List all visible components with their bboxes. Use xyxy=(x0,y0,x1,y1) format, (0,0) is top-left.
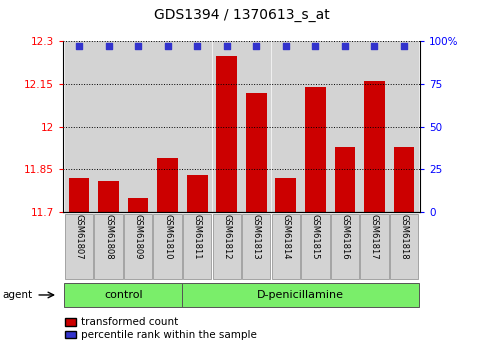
Bar xyxy=(390,41,418,212)
Bar xyxy=(94,41,123,212)
Bar xyxy=(246,93,267,212)
Text: GSM61814: GSM61814 xyxy=(281,214,290,260)
Text: GSM61807: GSM61807 xyxy=(74,214,84,260)
Text: GSM61810: GSM61810 xyxy=(163,214,172,260)
FancyBboxPatch shape xyxy=(124,214,152,279)
Text: GSM61815: GSM61815 xyxy=(311,214,320,260)
FancyBboxPatch shape xyxy=(154,214,182,279)
Bar xyxy=(98,181,119,212)
FancyBboxPatch shape xyxy=(65,214,93,279)
Point xyxy=(253,43,260,48)
Text: D-penicillamine: D-penicillamine xyxy=(257,290,344,300)
Bar xyxy=(394,147,414,212)
Bar xyxy=(65,41,93,212)
Point xyxy=(341,43,349,48)
Point xyxy=(282,43,290,48)
Bar xyxy=(69,178,89,212)
Bar xyxy=(331,41,359,212)
Bar xyxy=(301,41,329,212)
Text: agent: agent xyxy=(2,290,32,300)
FancyBboxPatch shape xyxy=(271,214,300,279)
Text: GSM61808: GSM61808 xyxy=(104,214,113,260)
FancyBboxPatch shape xyxy=(94,214,123,279)
FancyBboxPatch shape xyxy=(390,214,418,279)
FancyBboxPatch shape xyxy=(331,214,359,279)
Text: GSM61811: GSM61811 xyxy=(193,214,202,260)
Bar xyxy=(242,41,270,212)
Bar xyxy=(275,178,296,212)
Text: GSM61817: GSM61817 xyxy=(370,214,379,260)
FancyBboxPatch shape xyxy=(242,214,270,279)
Bar xyxy=(157,158,178,212)
Bar xyxy=(271,41,300,212)
Point xyxy=(400,43,408,48)
Text: GSM61812: GSM61812 xyxy=(222,214,231,260)
Point xyxy=(75,43,83,48)
Point xyxy=(312,43,319,48)
Point xyxy=(164,43,171,48)
Bar xyxy=(187,175,208,212)
Bar xyxy=(335,147,355,212)
Text: transformed count: transformed count xyxy=(81,317,178,327)
FancyBboxPatch shape xyxy=(360,214,389,279)
Bar xyxy=(124,41,152,212)
Point xyxy=(193,43,201,48)
Bar xyxy=(216,56,237,212)
FancyBboxPatch shape xyxy=(64,283,183,307)
Text: GSM61809: GSM61809 xyxy=(134,214,142,260)
Bar xyxy=(360,41,389,212)
FancyBboxPatch shape xyxy=(183,283,419,307)
Text: GSM61813: GSM61813 xyxy=(252,214,261,260)
FancyBboxPatch shape xyxy=(213,214,241,279)
Point xyxy=(105,43,113,48)
Bar xyxy=(154,41,182,212)
Text: GSM61818: GSM61818 xyxy=(399,214,409,260)
Text: control: control xyxy=(104,290,142,300)
Bar xyxy=(213,41,241,212)
Point xyxy=(370,43,378,48)
Text: GDS1394 / 1370613_s_at: GDS1394 / 1370613_s_at xyxy=(154,8,329,22)
Bar xyxy=(305,87,326,212)
Bar xyxy=(364,81,385,212)
Bar xyxy=(128,198,148,212)
FancyBboxPatch shape xyxy=(301,214,329,279)
Text: percentile rank within the sample: percentile rank within the sample xyxy=(81,330,257,339)
Point xyxy=(134,43,142,48)
Text: GSM61816: GSM61816 xyxy=(341,214,349,260)
Point xyxy=(223,43,230,48)
FancyBboxPatch shape xyxy=(183,214,212,279)
Bar xyxy=(183,41,212,212)
